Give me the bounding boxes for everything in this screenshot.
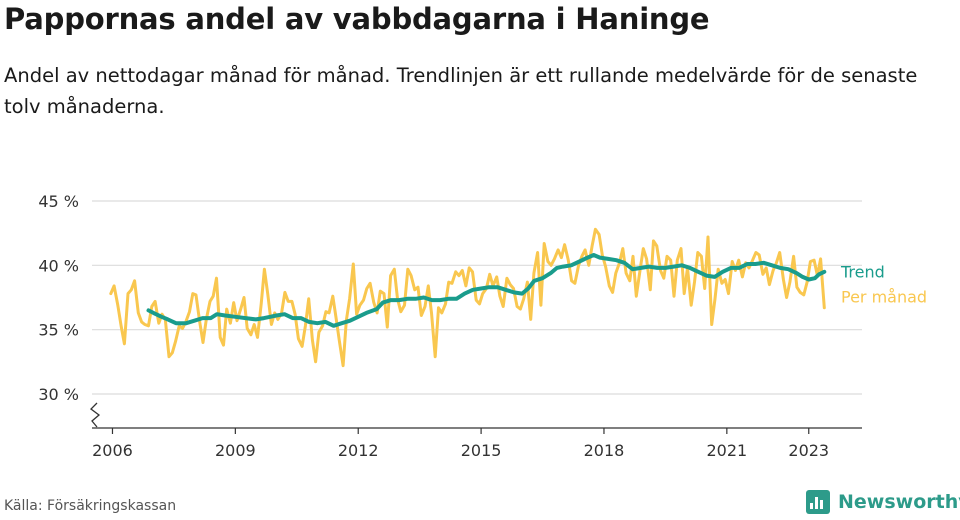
brand-name: Newsworthy (838, 491, 960, 513)
x-tick-label: 2021 (706, 441, 747, 460)
y-tick-label: 30 % (38, 385, 79, 404)
x-tick-label: 2012 (338, 441, 379, 460)
monthly-line (109, 227, 826, 368)
axis-break-icon (90, 402, 101, 428)
x-tick-label: 2015 (461, 441, 502, 460)
newsworthy-logo-icon (806, 490, 830, 514)
trend-label: Trend (840, 262, 885, 281)
x-tick-label: 2009 (215, 441, 256, 460)
series-labels: Per månad Trend (840, 262, 927, 306)
series-lines (109, 227, 827, 368)
chart-title: Pappornas andel av vabbdagarna i Haninge (4, 2, 710, 36)
x-tick-label: 2018 (584, 441, 625, 460)
y-tick-label: 35 % (38, 321, 79, 340)
chart-subtitle: Andel av nettodagar månad för månad. Tre… (4, 64, 918, 118)
y-tick-label: 45 % (38, 192, 79, 211)
trend-line (146, 253, 827, 328)
source-note: Källa: Försäkringskassan (4, 498, 177, 514)
x-axis: 2006 2009 2012 2015 2018 2021 2023 (90, 402, 862, 460)
y-tick-label: 40 % (38, 256, 79, 275)
x-tick-label: 2023 (788, 441, 829, 460)
brand: Newsworthy (806, 490, 960, 514)
monthly-label: Per månad (841, 287, 927, 306)
x-tick-label: 2006 (92, 441, 133, 460)
